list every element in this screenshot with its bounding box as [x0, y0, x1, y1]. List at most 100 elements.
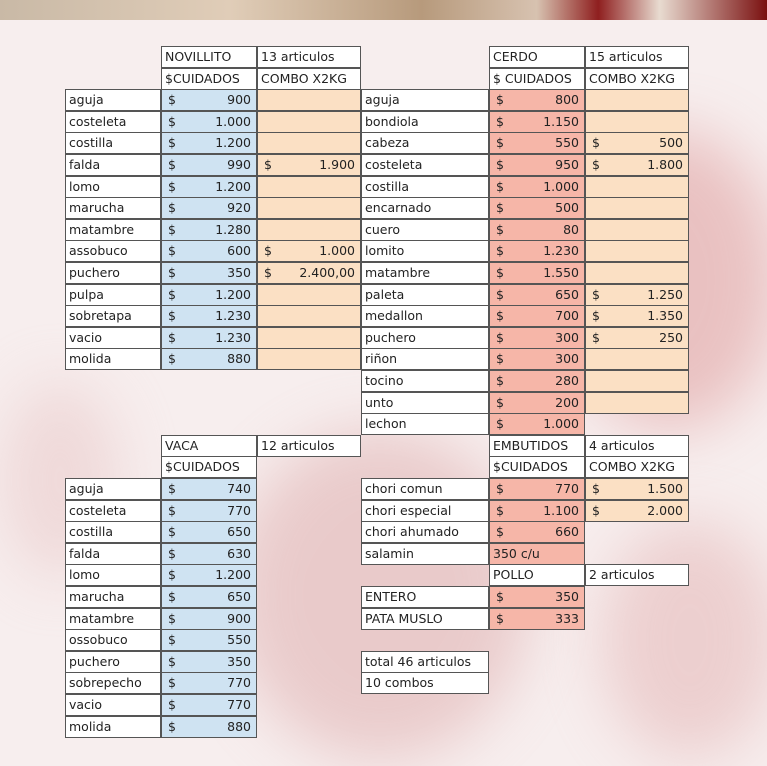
currency-symbol: $	[496, 179, 504, 194]
vaca-price-value: 770	[227, 675, 251, 690]
cerdo-combo: $1.250	[585, 284, 689, 306]
novillito-price-value: 920	[227, 200, 251, 215]
novillito-price: $1.280	[161, 219, 257, 241]
novillito-combo-empty	[257, 219, 361, 241]
novillito-price-value: 350	[227, 265, 251, 280]
cerdo-price: $1.150	[489, 111, 585, 133]
novillito-price-value: 1.230	[215, 308, 251, 323]
currency-symbol: $	[264, 157, 272, 172]
embutidos-item-name: chori ahumado	[361, 521, 489, 543]
vaca-price-value: 770	[227, 697, 251, 712]
novillito-cut-name: costilla	[65, 132, 161, 154]
vaca-cut-name: aguja	[65, 478, 161, 500]
embutidos-item-name: chori comun	[361, 478, 489, 500]
novillito-cut-name: pulpa	[65, 284, 161, 306]
vaca-price: $770	[161, 694, 257, 716]
cerdo-cut-name: lechon	[361, 413, 489, 435]
currency-symbol: $	[496, 200, 504, 215]
currency-symbol: $	[168, 351, 176, 366]
cerdo-cut-name: lomito	[361, 240, 489, 262]
vaca-price: $900	[161, 608, 257, 630]
currency-symbol: $	[496, 114, 504, 129]
vaca-price-header: $CUIDADOS	[161, 456, 257, 478]
currency-symbol: $	[168, 719, 176, 734]
currency-symbol: $	[168, 265, 176, 280]
novillito-combo-empty	[257, 197, 361, 219]
vaca-price: $650	[161, 521, 257, 543]
embutidos-item-name: salamin	[361, 543, 489, 565]
currency-symbol: $	[264, 243, 272, 258]
cerdo-combo: $1.350	[585, 305, 689, 327]
currency-symbol: $	[496, 351, 504, 366]
currency-symbol: $	[168, 654, 176, 669]
novillito-cut-name: assobuco	[65, 240, 161, 262]
cerdo-price-header: $ CUIDADOS	[489, 68, 585, 90]
currency-symbol: $	[496, 265, 504, 280]
cerdo-price: $950	[489, 154, 585, 176]
cerdo-price: $80	[489, 219, 585, 241]
currency-symbol: $	[168, 222, 176, 237]
vaca-price: $1.200	[161, 564, 257, 586]
currency-symbol: $	[496, 416, 504, 431]
cerdo-price-value: 1.550	[543, 265, 579, 280]
cerdo-cut-name: puchero	[361, 327, 489, 349]
embutidos-price-header: $CUIDADOS	[489, 456, 585, 478]
cerdo-price: $280	[489, 370, 585, 392]
novillito-price-header: $CUIDADOS	[161, 68, 257, 90]
novillito-price: $1.200	[161, 176, 257, 198]
embutidos-combo: $2.000	[585, 500, 689, 522]
vaca-cut-name: falda	[65, 543, 161, 565]
vaca-price: $880	[161, 716, 257, 738]
cerdo-combo-empty	[585, 89, 689, 111]
currency-symbol: $	[592, 135, 600, 150]
novillito-cut-name: matambre	[65, 219, 161, 241]
currency-symbol: $	[592, 481, 600, 496]
currency-symbol: $	[496, 92, 504, 107]
novillito-cut-name: vacio	[65, 327, 161, 349]
embutidos-price: $1.100	[489, 500, 585, 522]
vaca-cut-name: puchero	[65, 651, 161, 673]
cerdo-cut-name: aguja	[361, 89, 489, 111]
cerdo-combo-empty	[585, 197, 689, 219]
currency-symbol: $	[496, 611, 504, 626]
novillito-price: $1.200	[161, 284, 257, 306]
novillito-price: $990	[161, 154, 257, 176]
currency-symbol: $	[264, 265, 272, 280]
novillito-price-value: 1.200	[215, 179, 251, 194]
embutidos-combo: $1.500	[585, 478, 689, 500]
novillito-price-value: 600	[227, 243, 251, 258]
cerdo-price-value: 700	[555, 308, 579, 323]
currency-symbol: $	[168, 524, 176, 539]
novillito-price-value: 900	[227, 92, 251, 107]
novillito-combo-value: 1.900	[319, 157, 355, 172]
pollo-price-value: 333	[555, 611, 579, 626]
cerdo-price: $300	[489, 327, 585, 349]
cerdo-price: $1.550	[489, 262, 585, 284]
cerdo-price: $300	[489, 348, 585, 370]
embutidos-price: $770	[489, 478, 585, 500]
vaca-cut-name: molida	[65, 716, 161, 738]
cerdo-cut-name: costilla	[361, 176, 489, 198]
summary-total: total 46 articulos	[361, 651, 489, 673]
cerdo-price: $1.000	[489, 413, 585, 435]
embutidos-price: 350 c/u	[489, 543, 585, 565]
embutidos-count: 4 articulos	[585, 435, 689, 457]
cerdo-combo: $250	[585, 327, 689, 349]
currency-symbol: $	[168, 200, 176, 215]
currency-symbol: $	[592, 287, 600, 302]
cerdo-combo-value: 1.350	[647, 308, 683, 323]
embutidos-combo-header: COMBO X2KG	[585, 456, 689, 478]
pollo-price-value: 350	[555, 589, 579, 604]
novillito-title: NOVILLITO	[161, 46, 257, 68]
currency-symbol: $	[496, 135, 504, 150]
currency-symbol: $	[496, 330, 504, 345]
currency-symbol: $	[168, 675, 176, 690]
novillito-cut-name: falda	[65, 154, 161, 176]
currency-symbol: $	[496, 481, 504, 496]
cerdo-combo-empty	[585, 176, 689, 198]
vaca-price-value: 650	[227, 589, 251, 604]
cerdo-price-value: 800	[555, 92, 579, 107]
vaca-cut-name: lomo	[65, 564, 161, 586]
vaca-price: $650	[161, 586, 257, 608]
cerdo-cut-name: cuero	[361, 219, 489, 241]
